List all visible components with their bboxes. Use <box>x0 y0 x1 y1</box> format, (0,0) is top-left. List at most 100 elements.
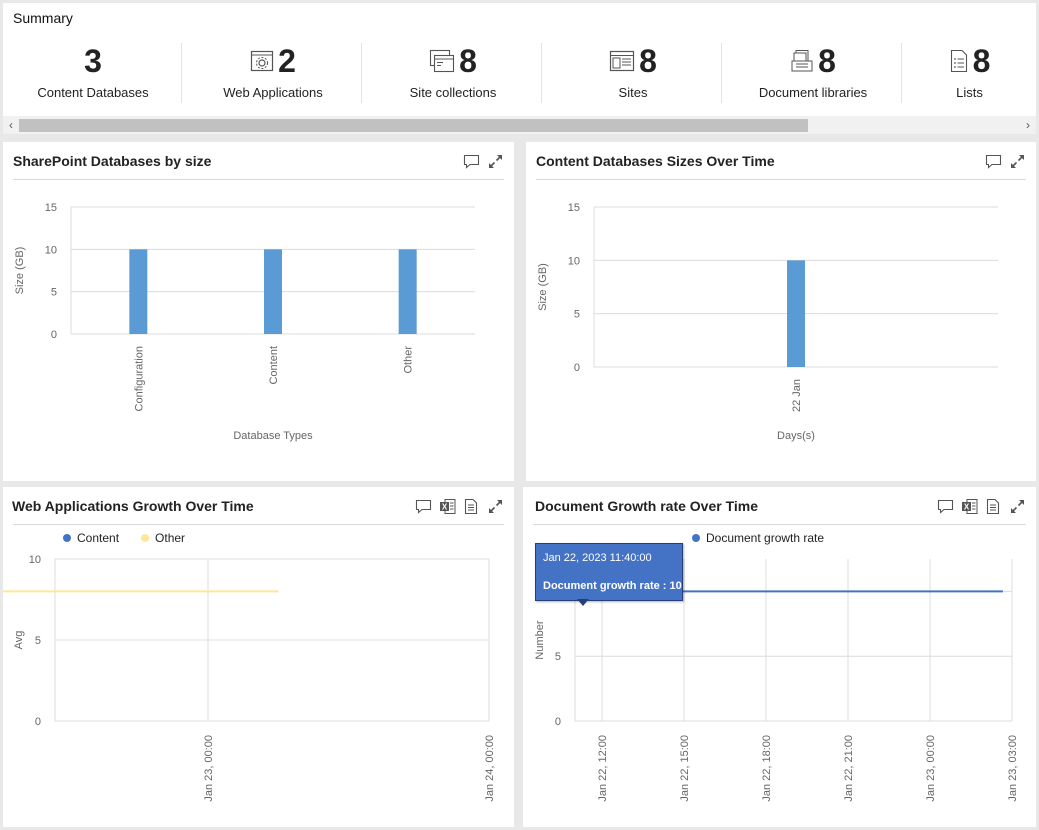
stat-value: 8 <box>459 43 477 79</box>
document-export-icon[interactable] <box>984 497 1002 515</box>
chart-tooltip: Jan 22, 2023 11:40:00 Document growth ra… <box>535 543 683 601</box>
summary-title: Summary <box>13 10 73 26</box>
tooltip-value: Document growth rate : 10 <box>543 580 682 592</box>
x-tick-label: Jan 22, 15:00 <box>679 735 691 802</box>
divider <box>361 43 362 103</box>
svg-text:X: X <box>441 502 447 511</box>
stat-document-libraries[interactable]: 8 Document libraries <box>723 41 903 105</box>
webapp-growth-chart: 10 5 0 Avg Jan 23, 00:00 Jan 24, 00:00 <box>3 554 496 802</box>
stat-value: 8 <box>972 43 991 79</box>
scroll-thumb[interactable] <box>19 119 808 132</box>
y-tick-label: 0 <box>35 716 41 728</box>
legend-label: Document growth rate <box>706 531 825 545</box>
stat-content-databases[interactable]: 3 Content Databases <box>3 41 183 105</box>
x-tick-label: Content <box>268 346 280 385</box>
widget-title: Web Applications Growth Over Time <box>12 498 254 514</box>
widget-title: Document Growth rate Over Time <box>535 498 759 514</box>
stat-web-applications[interactable]: 2 Web Applications <box>183 41 363 105</box>
stat-label: Web Applications <box>223 85 323 100</box>
x-tick-label: Jan 22, 18:00 <box>761 735 773 802</box>
summary-panel: Summary 3 Content Databases 2 Web Applic… <box>3 3 1036 134</box>
widget-doc-growth: Document Growth rate Over Time X Documen… <box>523 487 1036 827</box>
divider <box>536 179 1026 180</box>
y-axis-title: Avg <box>13 631 25 650</box>
x-tick-label: Configuration <box>133 346 145 411</box>
content-sizes-chart: 15 10 5 0 Size (GB) 22 Jan Days(s) <box>537 202 998 442</box>
widget-title: Content Databases Sizes Over Time <box>536 153 775 169</box>
bar <box>398 249 417 334</box>
expand-icon[interactable] <box>486 497 504 515</box>
legend-label: Content <box>77 531 120 545</box>
horizontal-scrollbar[interactable]: ‹ › <box>3 116 1036 134</box>
expand-icon[interactable] <box>1008 152 1026 170</box>
x-tick-label: Jan 22, 21:00 <box>843 735 855 802</box>
legend-item-content[interactable]: Content <box>63 531 119 545</box>
stat-label: Site collections <box>409 85 497 100</box>
excel-export-icon[interactable]: X <box>960 497 978 515</box>
y-axis-title: Size (GB) <box>14 247 26 295</box>
y-tick-label: 10 <box>29 554 41 566</box>
y-tick-label: 15 <box>45 202 57 214</box>
bar <box>264 249 282 334</box>
legend-marker <box>63 534 71 542</box>
y-tick-label: 10 <box>45 244 57 256</box>
divider <box>13 524 504 525</box>
divider <box>533 524 1026 525</box>
scroll-left-arrow[interactable]: ‹ <box>9 118 13 132</box>
x-tick-label: Other <box>403 346 415 374</box>
x-tick-label: Jan 22, 12:00 <box>597 735 609 802</box>
site-icon <box>609 49 635 73</box>
x-tick-label: Jan 23, 00:00 <box>925 735 937 802</box>
stat-label: Lists <box>956 85 983 100</box>
chart-legend: Document growth rate <box>692 531 824 545</box>
stat-label: Sites <box>618 85 648 100</box>
x-axis-title: Database Types <box>233 430 313 442</box>
y-tick-label: 5 <box>51 287 57 299</box>
divider <box>13 179 504 180</box>
widget-webapp-growth: Web Applications Growth Over Time X Cont… <box>3 487 514 827</box>
legend-marker <box>692 534 700 542</box>
document-export-icon[interactable] <box>462 497 480 515</box>
y-tick-label: 0 <box>555 716 561 728</box>
chart-legend: Content Other <box>63 531 185 545</box>
web-app-gear-icon <box>250 49 274 73</box>
comment-icon[interactable] <box>936 497 954 515</box>
comment-icon[interactable] <box>462 152 480 170</box>
x-tick-label: Jan 24, 00:00 <box>484 735 496 802</box>
scroll-right-arrow[interactable]: › <box>1026 118 1030 132</box>
stat-value: 3 <box>84 43 102 79</box>
y-tick-label: 5 <box>35 635 41 647</box>
y-tick-label: 0 <box>51 329 57 341</box>
site-collection-icon <box>429 49 455 73</box>
comment-icon[interactable] <box>414 497 432 515</box>
x-tick-label: Jan 23, 00:00 <box>203 735 215 802</box>
legend-item-other[interactable]: Other <box>141 531 185 545</box>
y-axis-title: Number <box>534 620 546 659</box>
x-tick-label: Jan 23, 03:00 <box>1007 735 1019 802</box>
stat-value: 2 <box>278 43 296 79</box>
y-axis-title: Size (GB) <box>537 263 549 311</box>
bar <box>129 249 148 334</box>
expand-icon[interactable] <box>1008 497 1026 515</box>
legend-label: Other <box>155 531 186 545</box>
stat-value: 8 <box>818 43 836 79</box>
divider <box>721 43 722 103</box>
svg-text:X: X <box>963 502 969 511</box>
widget-content-sizes: Content Databases Sizes Over Time 15 10 5 0… <box>526 142 1036 481</box>
list-icon <box>949 49 969 73</box>
stat-site-collections[interactable]: 8 Site collections <box>363 41 543 105</box>
stat-lists[interactable]: 8 Lists <box>903 41 1036 105</box>
widget-db-size: SharePoint Databases by size 15 10 5 0 Size … <box>3 142 514 481</box>
excel-export-icon[interactable]: X <box>438 497 456 515</box>
db-size-chart: 15 10 5 0 Size (GB) Configuration Content Other… <box>14 202 475 442</box>
expand-icon[interactable] <box>486 152 504 170</box>
bar <box>787 260 805 367</box>
document-library-icon <box>790 49 814 73</box>
comment-icon[interactable] <box>984 152 1002 170</box>
stat-sites[interactable]: 8 Sites <box>543 41 723 105</box>
legend-item-document-growth[interactable]: Document growth rate <box>692 531 824 545</box>
divider <box>541 43 542 103</box>
y-tick-label: 5 <box>555 651 561 663</box>
y-tick-label: 0 <box>574 362 580 374</box>
